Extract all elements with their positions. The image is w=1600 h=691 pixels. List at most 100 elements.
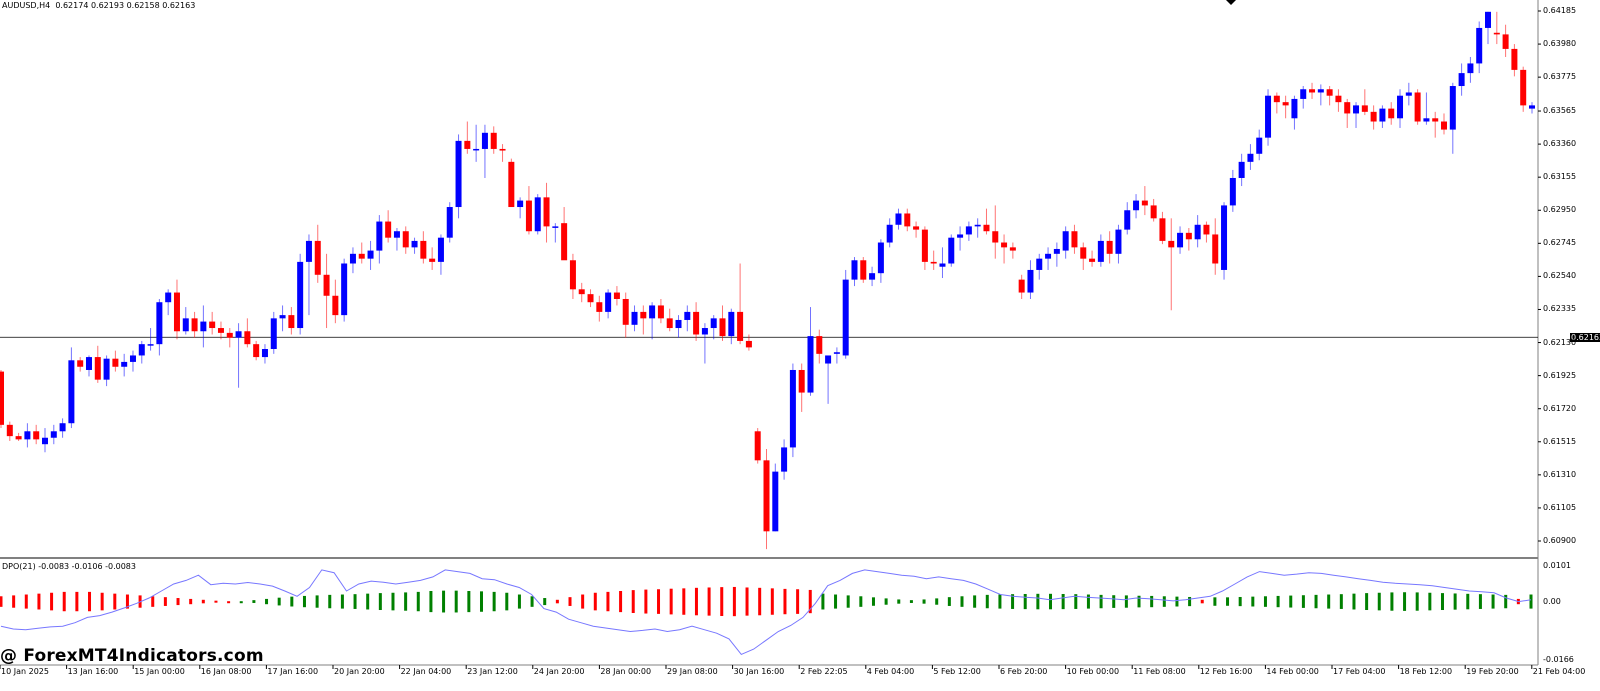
bull-candle [957,234,964,238]
dpo-bar-negative [682,588,686,615]
bear-candle [1159,218,1166,241]
current-price-tag: 0.62163 [1570,333,1600,342]
bear-candle [1018,279,1025,293]
bear-candle [640,311,647,319]
dpo-bar-positive [1099,594,1103,609]
dpo-bar-positive [479,591,483,612]
time-tick-label: 29 Jan 08:00 [667,667,718,676]
bull-candle [886,224,893,243]
dpo-bar-positive [1276,595,1280,608]
dpo-bar-negative [581,594,585,609]
bear-candle [622,298,629,325]
dpo-bar-positive [1112,595,1116,608]
dpo-bar-positive [947,597,951,606]
bull-candle [1247,153,1254,162]
dpo-bar-negative [62,591,66,612]
dpo-bar-positive [530,596,534,607]
bull-candle [1476,27,1483,64]
price-tick-label: 0.63360 [1543,139,1577,149]
bull-candle [939,263,946,267]
bull-candle [895,213,902,225]
dpo-bar-positive [1213,597,1217,606]
bull-candle [974,224,981,227]
time-tick-label: 18 Feb 12:00 [1399,667,1453,676]
bear-candle [816,336,823,354]
dpo-bar-positive [1390,592,1394,611]
time-tick-label: 10 Jan 2025 [1,667,49,676]
bear-candle [737,311,744,341]
time-tick-label: 24 Jan 20:00 [533,667,585,676]
dpo-bar-negative [1200,599,1204,604]
dpo-bar-negative [113,593,117,610]
dpo-bar-positive [1074,594,1078,609]
bull-candle [851,260,858,280]
price-tick-label: 0.61720 [1543,403,1577,413]
dpo-bar-negative [37,593,41,610]
bear-candle [983,224,990,232]
time-tick-label: 23 Jan 12:00 [467,667,518,676]
bear-candle [1080,247,1087,259]
time-tick-label: 5 Feb 12:00 [933,667,981,676]
dpo-bar-positive [391,592,395,611]
dpo-bar-negative [12,595,16,608]
bull-candle [235,331,242,338]
bull-candle [297,261,304,329]
dpo-bar-negative [555,599,559,604]
bull-candle [1397,95,1404,119]
bull-candle [270,318,277,350]
bear-candle [992,231,999,243]
price-tick-label: 0.61925 [1543,370,1577,380]
bull-candle [1423,118,1430,122]
bull-candle [305,240,312,262]
symbol-header: AUDUSD,H4 0.62174 0.62193 0.62158 0.6216… [2,1,195,10]
dpo-bar-positive [1238,596,1242,607]
bear-candle [525,200,532,232]
bull-candle [1115,229,1122,254]
bull-candle [473,148,480,151]
dpo-bar-positive [1188,596,1192,607]
time-tick-label: 22 Jan 04:00 [400,667,452,676]
bear-candle [332,295,339,316]
bull-candle [279,315,286,319]
dpo-bar-positive [897,599,901,604]
time-tick-label: 6 Feb 20:00 [1000,667,1048,676]
bull-candle [1027,269,1034,293]
dpo-bar-negative [796,589,800,614]
bear-candle [913,226,920,230]
bull-candle [1221,205,1228,270]
bull-candle [50,431,57,438]
dpo-bar-positive [909,600,913,603]
time-tick-label: 21 Feb 04:00 [1532,667,1586,676]
bear-candle [253,344,260,358]
bear-candle [613,292,620,299]
bear-candle [1388,108,1395,119]
dpo-bar-positive [1314,594,1318,609]
bear-candle [217,328,224,333]
dpo-bar-positive [1301,595,1305,608]
bull-candle [1124,210,1131,230]
bear-candle [1089,258,1096,262]
dpo-bar-negative [568,597,572,606]
bear-candle [15,436,22,440]
shift-marker-icon [1226,0,1236,5]
bull-candle [1458,73,1465,87]
bear-candle [596,302,603,312]
time-tick-label: 10 Feb 00:00 [1066,667,1120,676]
dpo-line [0,569,1532,656]
price-tick-label: 0.63155 [1543,172,1577,182]
dpo-bar-negative [707,587,711,616]
time-tick-label: 11 Feb 08:00 [1133,667,1186,676]
price-tick-label: 0.61310 [1543,469,1577,479]
bull-candle [631,311,638,325]
bull-candle [1229,177,1236,206]
bull-candle [675,319,682,329]
time-tick-label: 16 Jan 08:00 [200,667,252,676]
bear-candle [1141,200,1148,206]
bear-candle [543,197,550,227]
bull-candle [772,471,779,532]
bull-candle [1238,161,1245,178]
dpo-bar-positive [935,598,939,605]
dpo-bar-negative [669,588,673,615]
